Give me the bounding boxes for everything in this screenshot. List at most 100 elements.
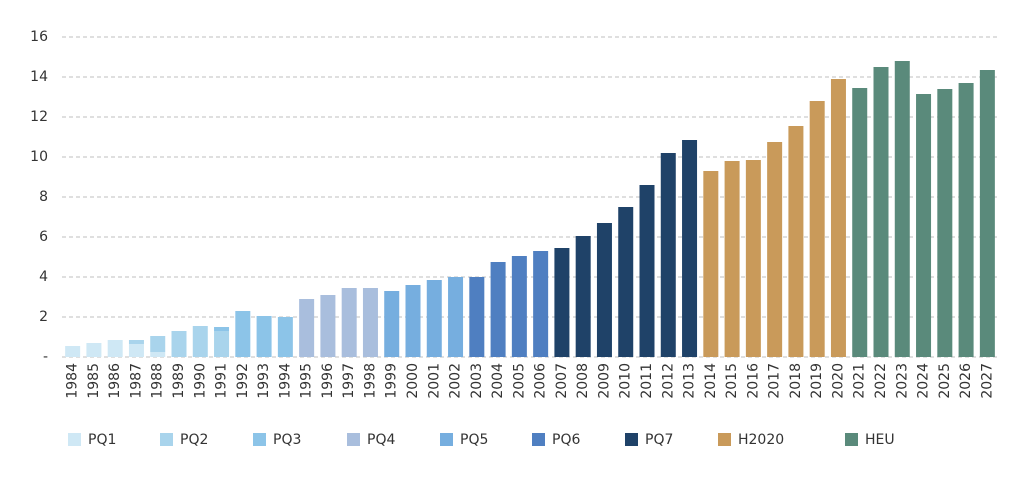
x-tick-label: 2001 bbox=[426, 363, 442, 399]
x-tick-label: 1995 bbox=[299, 363, 315, 399]
x-tick-label: 1994 bbox=[277, 363, 293, 399]
x-tick-label: 2006 bbox=[533, 363, 549, 399]
x-tick-label: 2024 bbox=[916, 363, 932, 399]
legend-label: PQ2 bbox=[180, 432, 208, 448]
x-tick-label: 2026 bbox=[958, 363, 974, 399]
bar bbox=[511, 256, 527, 357]
bar bbox=[214, 331, 230, 357]
x-tick-label: 2000 bbox=[405, 363, 421, 399]
x-tick-label: 2012 bbox=[660, 363, 676, 399]
x-tick-label: 2015 bbox=[724, 363, 740, 399]
x-tick-label: 1996 bbox=[320, 363, 336, 399]
bar bbox=[277, 317, 293, 357]
y-tick-label: 12 bbox=[30, 109, 48, 125]
bar bbox=[171, 331, 187, 357]
x-tick-label: 1987 bbox=[128, 363, 144, 399]
x-tick-label: 2003 bbox=[469, 363, 485, 399]
bar bbox=[788, 126, 804, 357]
bar bbox=[852, 88, 868, 357]
bar bbox=[65, 346, 81, 357]
bar bbox=[128, 344, 144, 357]
bar bbox=[767, 142, 783, 357]
legend-label: PQ4 bbox=[367, 432, 395, 448]
bar bbox=[256, 316, 272, 357]
x-tick-label: 2018 bbox=[788, 363, 804, 399]
x-tick-label: 2017 bbox=[767, 363, 783, 399]
bar bbox=[150, 352, 166, 357]
bar bbox=[426, 280, 442, 357]
bar bbox=[745, 160, 761, 357]
bar bbox=[150, 336, 166, 352]
bar bbox=[554, 248, 570, 357]
legend-label: PQ6 bbox=[552, 432, 580, 448]
bar bbox=[618, 207, 634, 357]
x-tick-label: 2027 bbox=[979, 363, 995, 399]
x-tick-label: 2025 bbox=[937, 363, 953, 399]
bar bbox=[448, 277, 464, 357]
legend-swatch bbox=[440, 433, 453, 446]
x-tick-label: 2023 bbox=[894, 363, 910, 399]
y-tick-label: 10 bbox=[30, 149, 48, 165]
bar bbox=[937, 89, 953, 357]
bar bbox=[192, 326, 208, 357]
x-tick-label: 1991 bbox=[214, 363, 230, 399]
x-tick-label: 2013 bbox=[682, 363, 698, 399]
x-tick-label: 2019 bbox=[809, 363, 825, 399]
x-tick-label: 2010 bbox=[618, 363, 634, 399]
x-tick-label: 1989 bbox=[171, 363, 187, 399]
bar bbox=[830, 79, 846, 357]
legend-swatch bbox=[253, 433, 266, 446]
y-tick-label: 4 bbox=[39, 269, 48, 285]
x-tick-label: 1998 bbox=[362, 363, 378, 399]
bar bbox=[596, 223, 612, 357]
legend-label: PQ5 bbox=[460, 432, 488, 448]
legend-swatch bbox=[845, 433, 858, 446]
x-tick-label: 2022 bbox=[873, 363, 889, 399]
legend-label: HEU bbox=[865, 432, 895, 448]
x-tick-label: 2020 bbox=[830, 363, 846, 399]
bar bbox=[86, 343, 102, 357]
x-tick-label: 1992 bbox=[235, 363, 251, 399]
x-tick-label: 1993 bbox=[256, 363, 272, 399]
x-tick-label: 2016 bbox=[745, 363, 761, 399]
bar bbox=[405, 285, 421, 357]
x-tick-label: 1985 bbox=[86, 363, 102, 399]
bar bbox=[362, 288, 378, 357]
x-tick-label: 2011 bbox=[639, 363, 655, 399]
bar bbox=[299, 299, 315, 357]
x-tick-label: 2008 bbox=[575, 363, 591, 399]
x-tick-label: 1999 bbox=[384, 363, 400, 399]
x-tick-label: 2005 bbox=[511, 363, 527, 399]
bar bbox=[341, 288, 357, 357]
x-tick-label: 1986 bbox=[107, 363, 123, 399]
bar bbox=[894, 61, 910, 357]
legend-label: PQ3 bbox=[273, 432, 301, 448]
y-tick-label: 14 bbox=[30, 69, 48, 85]
x-tick-label: 2002 bbox=[448, 363, 464, 399]
legend-swatch bbox=[625, 433, 638, 446]
x-tick-label: 1997 bbox=[341, 363, 357, 399]
bar bbox=[320, 295, 336, 357]
bar bbox=[107, 340, 123, 357]
bar bbox=[660, 153, 676, 357]
bar bbox=[809, 101, 825, 357]
y-tick-label: 6 bbox=[39, 229, 48, 245]
legend-swatch bbox=[160, 433, 173, 446]
bar bbox=[490, 262, 506, 357]
x-tick-label: 1988 bbox=[150, 363, 166, 399]
y-tick-label: 16 bbox=[30, 29, 48, 45]
bar bbox=[128, 340, 144, 344]
legend-label: H2020 bbox=[738, 432, 784, 448]
x-tick-label: 2007 bbox=[554, 363, 570, 399]
x-tick-label: 1984 bbox=[65, 363, 81, 399]
bar bbox=[575, 236, 591, 357]
legend-swatch bbox=[532, 433, 545, 446]
bar bbox=[469, 277, 485, 357]
bar bbox=[703, 171, 719, 357]
y-tick-label: 8 bbox=[39, 189, 48, 205]
y-tick-label: - bbox=[43, 349, 48, 365]
legend-label: PQ1 bbox=[88, 432, 116, 448]
bar bbox=[533, 251, 549, 357]
